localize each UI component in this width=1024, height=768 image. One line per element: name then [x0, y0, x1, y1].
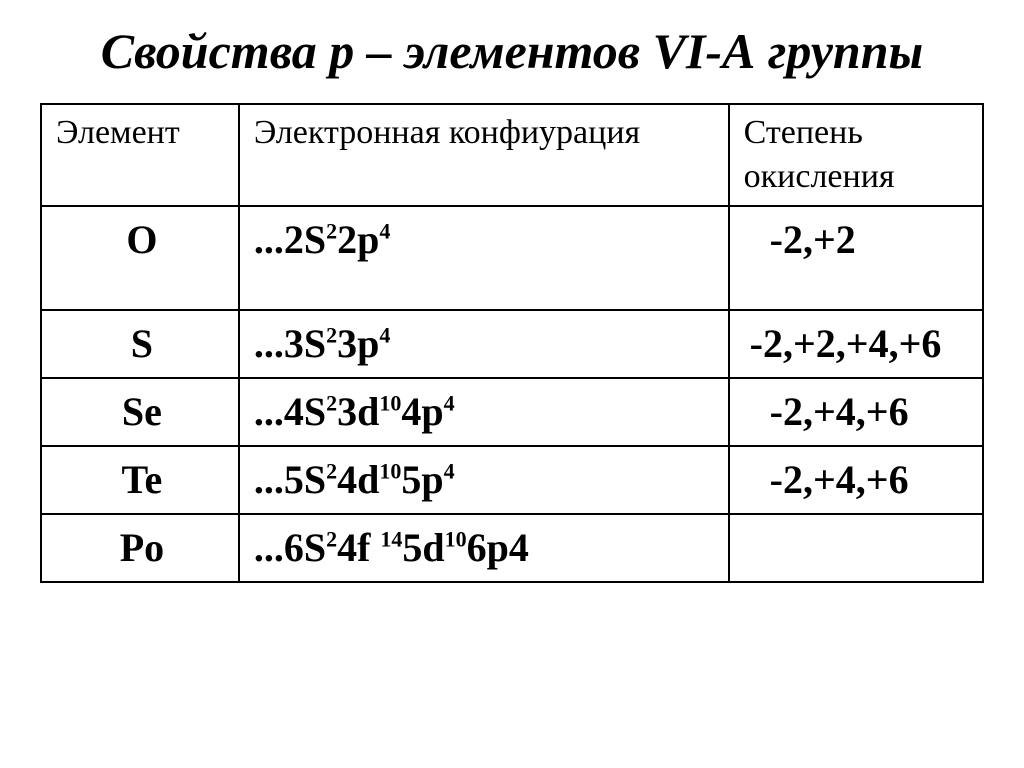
cell-element: S [41, 310, 239, 378]
cell-element: Te [41, 446, 239, 514]
cell-oxidation: -2,+4,+6 [729, 446, 983, 514]
col-header-element: Элемент [41, 104, 239, 206]
table-row: O...2S22p4-2,+2 [41, 206, 983, 310]
table-row: Se...4S23d104p4-2,+4,+6 [41, 378, 983, 446]
cell-config: ...5S24d105p4 [239, 446, 729, 514]
cell-oxidation: -2,+2 [729, 206, 983, 310]
col-header-config: Электронная конфиурация [239, 104, 729, 206]
cell-oxidation: -2,+2,+4,+6 [729, 310, 983, 378]
cell-oxidation [729, 514, 983, 582]
cell-element: O [41, 206, 239, 310]
cell-config: ...2S22p4 [239, 206, 729, 310]
slide: Свойства р – элементов VI-А группы Элеме… [0, 0, 1024, 768]
table-header-row: Элемент Электронная конфиурация Степень … [41, 104, 983, 206]
table-body: Элемент Электронная конфиурация Степень … [41, 104, 983, 582]
col-header-oxidation: Степень окисления [729, 104, 983, 206]
cell-config: ...4S23d104p4 [239, 378, 729, 446]
table-row: Te...5S24d105p4-2,+4,+6 [41, 446, 983, 514]
cell-config: ...3S23p4 [239, 310, 729, 378]
properties-table: Элемент Электронная конфиурация Степень … [40, 103, 984, 583]
cell-element: Se [41, 378, 239, 446]
page-title: Свойства р – элементов VI-А группы [40, 20, 984, 83]
cell-element: Po [41, 514, 239, 582]
cell-config: ...6S24f 145d106p4 [239, 514, 729, 582]
table-row: S...3S23p4-2,+2,+4,+6 [41, 310, 983, 378]
table-row: Po...6S24f 145d106p4 [41, 514, 983, 582]
cell-oxidation: -2,+4,+6 [729, 378, 983, 446]
